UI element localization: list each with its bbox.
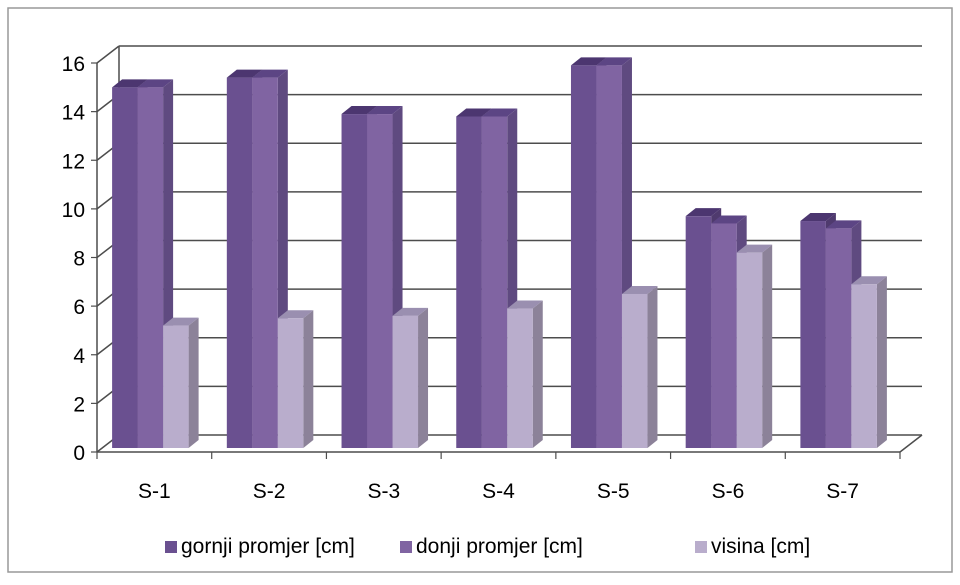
bar [825, 228, 852, 448]
bar-side [532, 300, 543, 448]
bar [851, 284, 877, 448]
y-tick-label: 12 [62, 150, 85, 173]
bar-top [277, 310, 314, 319]
bars [112, 57, 887, 449]
bar-side [762, 244, 773, 448]
bar-top [252, 69, 288, 78]
bar [226, 77, 253, 449]
bar-top [621, 285, 658, 294]
bar-side [876, 276, 887, 448]
bar-group [800, 213, 887, 448]
y-tick-label: 2 [73, 393, 85, 416]
bar-group [112, 79, 199, 448]
bar [621, 293, 648, 448]
floor-right-edge [899, 434, 923, 453]
bar-group [226, 69, 314, 449]
legend-label: visina [cm] [711, 535, 810, 558]
y-tick-label: 14 [62, 102, 86, 125]
bar [507, 308, 533, 448]
x-tick-label: S-2 [253, 480, 286, 503]
legend-label: gornji promjer [cm] [181, 535, 355, 558]
bar-group [570, 57, 658, 449]
legend: gornji promjer [cm] donji promjer [cm] vis… [165, 535, 810, 558]
bar-top [825, 220, 862, 229]
bar-top [736, 244, 773, 253]
bar-group [456, 108, 543, 449]
bar [137, 87, 164, 448]
bar-side [418, 307, 429, 448]
bar-side [303, 310, 314, 448]
bar [570, 65, 597, 449]
legend-swatch [165, 541, 177, 553]
x-tick-label: S-5 [597, 480, 630, 503]
legend-swatch [400, 541, 412, 553]
y-tick-label: 6 [73, 296, 85, 319]
bar-top [596, 57, 632, 66]
legend-item: donji promjer [cm] [400, 535, 583, 558]
bar-group [685, 208, 773, 448]
bar [711, 223, 737, 448]
bar [112, 87, 138, 448]
x-tick-label: S-1 [138, 480, 171, 503]
y-tick-label: 0 [73, 442, 85, 465]
x-tick-label: S-3 [367, 480, 400, 503]
bar [392, 315, 419, 448]
bar [456, 116, 482, 449]
x-axis-ticks: S-1 S-2 S-3 S-4 S-5 S-6 S-7 [96, 452, 901, 503]
bar [736, 252, 763, 448]
bar [367, 114, 393, 449]
bar [341, 114, 368, 449]
gridline-side [96, 45, 120, 64]
y-tick-label: 10 [62, 199, 85, 222]
bar [596, 65, 622, 449]
bar-top [711, 215, 747, 224]
bar-top [112, 79, 148, 88]
y-tick-label: 16 [62, 53, 85, 76]
bar-top [851, 276, 887, 285]
legend-item: gornji promjer [cm] [165, 535, 355, 558]
y-axis-ticks: 0 2 4 6 8 10 12 14 16 [62, 53, 97, 465]
legend-swatch [695, 541, 707, 553]
bar [277, 318, 304, 448]
bar-side [647, 285, 658, 448]
x-tick-label: S-6 [712, 480, 745, 503]
bar-top [800, 213, 836, 222]
x-tick-label: S-7 [826, 480, 859, 503]
legend-label: donji promjer [cm] [416, 535, 583, 558]
bar [685, 216, 712, 448]
bar-top [456, 108, 492, 117]
bar-top [392, 307, 429, 316]
y-tick-label: 4 [73, 345, 85, 368]
bar [163, 325, 189, 448]
bar [481, 116, 508, 449]
bar [252, 77, 278, 449]
bar-top [570, 57, 607, 66]
bar-side [188, 317, 199, 448]
bar-top [507, 300, 543, 309]
legend-item: visina [cm] [695, 535, 810, 558]
bar-top [226, 69, 263, 78]
bar-group [341, 106, 429, 449]
bar-top [163, 317, 199, 326]
bar-top [367, 106, 403, 115]
bar-top [341, 106, 378, 115]
bar [800, 221, 826, 448]
bar-top [481, 108, 518, 117]
bar-top [685, 208, 722, 217]
x-tick-label: S-4 [482, 480, 515, 503]
bar-top [137, 79, 174, 88]
y-tick-label: 8 [73, 248, 85, 271]
